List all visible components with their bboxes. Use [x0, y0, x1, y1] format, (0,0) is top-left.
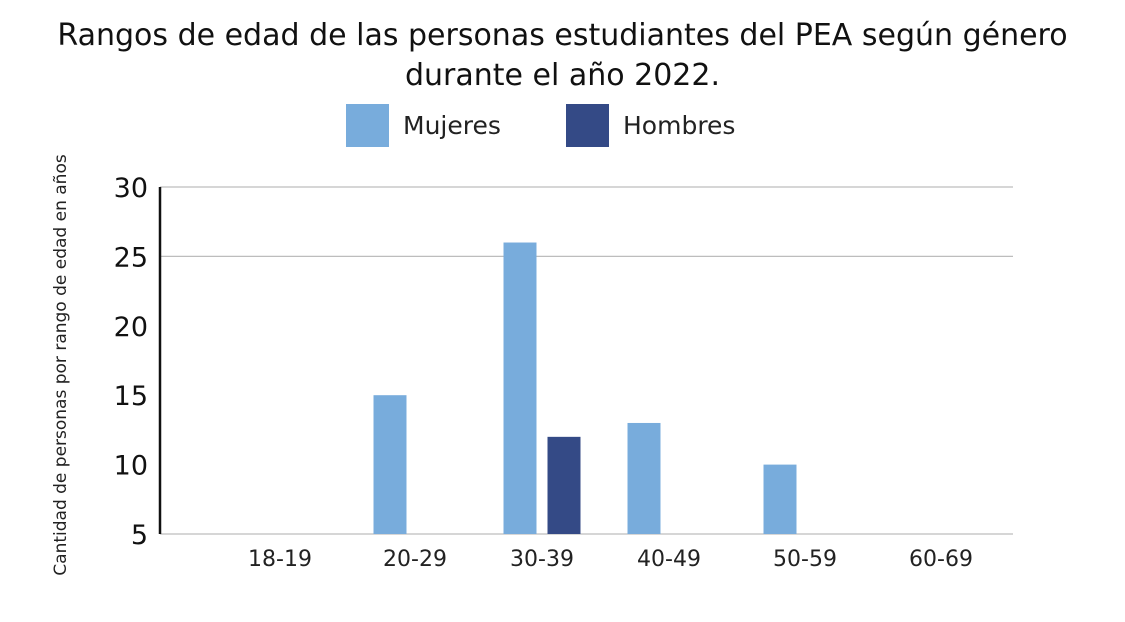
legend-item-hombres: Hombres	[566, 104, 735, 147]
y-tick-label-15: 15	[114, 381, 148, 412]
bar-mujeres-40-49	[627, 422, 661, 534]
bar-mujeres-30-39	[503, 242, 537, 534]
chart-title-line-2: durante el año 2022.	[404, 58, 721, 93]
y-tick-label-10: 10	[114, 451, 148, 482]
bar-mujeres-50-59	[763, 464, 797, 534]
x-tick-label-60-69: 60-69	[909, 547, 973, 572]
chart-legend: Mujeres Hombres	[0, 104, 1125, 150]
legend-label-hombres: Hombres	[623, 111, 736, 140]
legend-swatch-mujeres	[346, 104, 389, 147]
bar-hombres-30-39	[547, 436, 581, 534]
y-tick-label-20: 20	[114, 312, 148, 343]
x-tick-label-30-39: 30-39	[510, 547, 574, 572]
bar-mujeres-20-29	[373, 395, 407, 534]
legend-swatch-hombres	[566, 104, 609, 147]
y-tick-label-25: 25	[114, 242, 148, 273]
x-tick-label-40-49: 40-49	[637, 547, 701, 572]
chart-title: Rangos de edad de las personas estudiant…	[0, 16, 1125, 96]
x-tick-label-20-29: 20-29	[383, 547, 447, 572]
chart-title-line-1: Rangos de edad de las personas estudiant…	[57, 18, 1068, 53]
legend-item-mujeres: Mujeres	[346, 104, 501, 147]
y-tick-label-30: 30	[114, 173, 148, 204]
x-tick-label-18-19: 18-19	[248, 547, 312, 572]
x-tick-label-50-59: 50-59	[773, 547, 837, 572]
y-tick-label-5: 5	[131, 520, 148, 551]
legend-label-mujeres: Mujeres	[403, 111, 501, 140]
